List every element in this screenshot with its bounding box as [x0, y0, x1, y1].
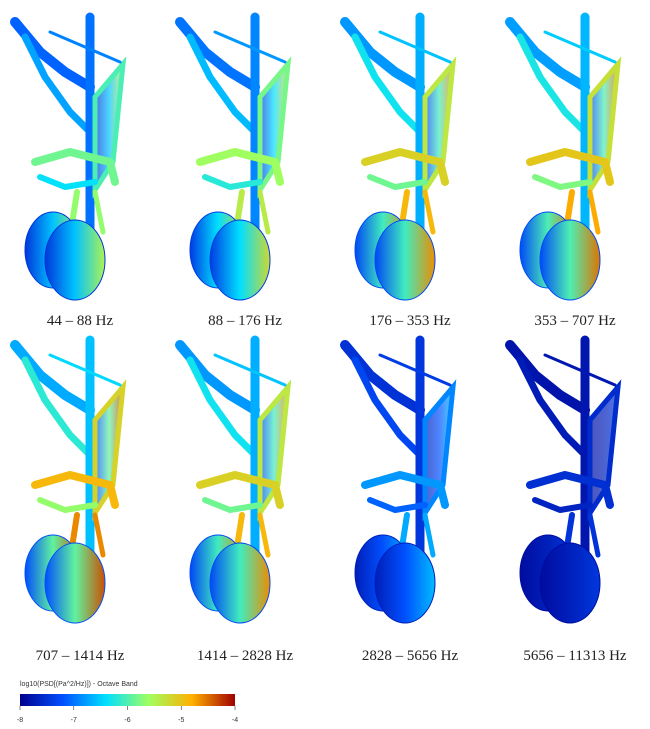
- gear-part: [95, 515, 103, 555]
- gear-render: [345, 17, 453, 300]
- colorbar-tick-label: -8: [17, 717, 23, 724]
- colorbar-tick-label: -7: [71, 717, 77, 724]
- gear-part: [545, 355, 615, 385]
- wheel: [210, 543, 270, 623]
- wheel: [375, 543, 435, 623]
- gear-part: [590, 515, 598, 555]
- gear-part: [380, 32, 450, 62]
- colorbar-tick-label: -5: [178, 717, 184, 724]
- panel-label: 5656 – 11313 Hz: [523, 648, 627, 664]
- gear-part: [50, 32, 120, 62]
- wheel: [540, 220, 600, 300]
- gear-render: [510, 17, 618, 300]
- gear-render: [15, 17, 123, 300]
- gear-part: [50, 355, 120, 385]
- gear-part: [95, 192, 103, 232]
- gear-part: [215, 355, 285, 385]
- figure: 44 – 88 Hz 88 – 176 Hz 176 – 353 Hz 353 – 7…: [0, 0, 650, 729]
- wheel: [540, 543, 600, 623]
- colorbar: log10(PSD[(Pa^2/Hz)]) - Octave Band -8 -7…: [17, 681, 238, 724]
- colorbar-tick-label: -4: [232, 717, 238, 724]
- gear-render: [345, 340, 453, 623]
- panel-label: 353 – 707 Hz: [534, 313, 616, 329]
- gear-part: [380, 355, 450, 385]
- gear-render: [180, 340, 288, 623]
- gear-part: [425, 515, 433, 555]
- panel-label: 1414 – 2828 Hz: [197, 648, 294, 664]
- wheel: [45, 543, 105, 623]
- panel-label: 2828 – 5656 Hz: [362, 648, 459, 664]
- colorbar-title: log10(PSD[(Pa^2/Hz)]) - Octave Band: [20, 681, 138, 688]
- panel-label: 176 – 353 Hz: [369, 313, 451, 329]
- panels: 44 – 88 Hz 88 – 176 Hz 176 – 353 Hz 353 – 7…: [15, 17, 627, 664]
- gear-part: [260, 192, 268, 232]
- panel-label: 44 – 88 Hz: [47, 313, 114, 329]
- wheel: [45, 220, 105, 300]
- gear-part: [260, 515, 268, 555]
- gear-render: [15, 340, 123, 623]
- panel-label: 88 – 176 Hz: [208, 313, 282, 329]
- gear-render: [510, 340, 618, 623]
- wheel: [210, 220, 270, 300]
- gear-part: [590, 192, 598, 232]
- panel-label: 707 – 1414 Hz: [36, 648, 125, 664]
- gear-render: [180, 17, 288, 300]
- colorbar-tick-label: -6: [124, 717, 130, 724]
- gear-part: [215, 32, 285, 62]
- wheel: [375, 220, 435, 300]
- gear-part: [545, 32, 615, 62]
- colorbar-scale: [20, 694, 235, 706]
- gear-part: [425, 192, 433, 232]
